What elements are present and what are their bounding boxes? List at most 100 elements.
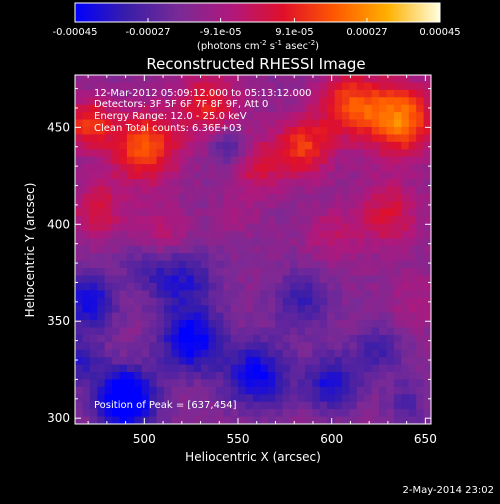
heatmap-cell [193,409,202,417]
heatmap-cell [260,89,269,98]
heatmap-cell [104,178,113,187]
heatmap-cell [238,416,246,425]
heatmap-cell [178,178,187,187]
heatmap-cell [401,171,410,180]
heatmap-cell [379,104,387,113]
heatmap-cell [393,409,402,417]
heatmap-cell [282,186,291,195]
heatmap-cell [223,416,232,425]
heatmap-cell [304,282,313,291]
heatmap-cell [356,253,365,262]
heatmap-cell [201,327,209,336]
heatmap-cell [245,416,254,425]
heatmap-cell [334,149,343,158]
heatmap-cell [104,156,113,165]
heatmap-cell [327,305,335,314]
heatmap-cell [193,141,202,150]
heatmap-cell [401,305,410,314]
heatmap-cell [112,112,120,120]
heatmap-cell [201,216,209,224]
heatmap-cell [260,416,269,425]
heatmap-cell [416,193,424,202]
heatmap-cell [304,104,313,113]
heatmap-cell [327,364,335,373]
heatmap-cell [119,327,128,336]
heatmap-cell [193,253,202,262]
heatmap-cell [371,320,380,328]
heatmap-cell [112,379,120,388]
heatmap-cell [104,223,113,232]
heatmap-cell [371,409,380,417]
heatmap-cell [267,260,276,269]
heatmap-cell [201,97,209,106]
heatmap-cell [267,104,276,113]
heatmap-cell [97,327,106,336]
heatmap-cell [156,312,165,321]
heatmap-cell [416,171,424,180]
heatmap-cell [253,305,261,314]
heatmap-cell [193,260,202,269]
heatmap-cell [327,149,335,158]
heatmap-cell [201,186,209,195]
heatmap-cell [238,178,246,187]
heatmap-cell [371,342,380,351]
heatmap-cell [364,156,373,165]
heatmap-cell [164,156,172,165]
heatmap-cell [423,416,432,425]
heatmap-cell [371,112,380,120]
heatmap-cell [312,201,321,210]
heatmap-cell [342,201,350,210]
heatmap-cell [349,379,358,388]
heatmap-cell [379,260,387,269]
heatmap-cell [282,349,291,358]
heatmap-cell [349,282,358,291]
heatmap-cell [304,171,313,180]
heatmap-cell [379,364,387,373]
heatmap-cell [178,112,187,120]
heatmap-cell [349,149,358,158]
heatmap-cell [260,297,269,306]
heatmap-cell [393,372,402,380]
heatmap-cell [201,409,209,417]
heatmap-cell [215,75,224,83]
heatmap-cell [334,216,343,224]
heatmap-cell [364,119,373,128]
heatmap-cell [156,305,165,314]
heatmap-cell [201,149,209,158]
heatmap-cell [215,416,224,425]
heatmap-cell [327,290,335,299]
heatmap-cell [342,208,350,217]
heatmap-cell [334,364,343,373]
heatmap-cell [126,171,135,180]
heatmap-cell [304,268,313,276]
heatmap-cell [89,149,98,158]
heatmap-cell [208,223,217,232]
heatmap-cell [230,134,239,143]
heatmap-cell [164,112,172,120]
heatmap-cell [304,416,313,425]
heatmap-cell [97,104,106,113]
heatmap-cell [156,126,165,135]
heatmap-cell [282,112,291,120]
heatmap-cell [334,312,343,321]
heatmap-cell [178,342,187,351]
heatmap-cell [112,75,120,83]
heatmap-cell [290,245,298,254]
heatmap-cell [334,416,343,425]
plot-frame [74,74,432,425]
heatmap-cell [304,156,313,165]
heatmap-cell [82,104,91,113]
heatmap-cell [208,216,217,224]
heatmap-cell [282,156,291,165]
heatmap-cell [215,216,224,224]
heatmap-cell [245,201,254,210]
heatmap-cell [393,75,402,83]
heatmap-cell [260,82,269,91]
heatmap-cell [186,149,195,158]
heatmap-cell [104,327,113,336]
heatmap-cell [134,268,143,276]
heatmap-cell [349,297,358,306]
heatmap-cell [164,357,172,365]
heatmap-cell [416,82,424,91]
heatmap-cell [371,245,380,254]
